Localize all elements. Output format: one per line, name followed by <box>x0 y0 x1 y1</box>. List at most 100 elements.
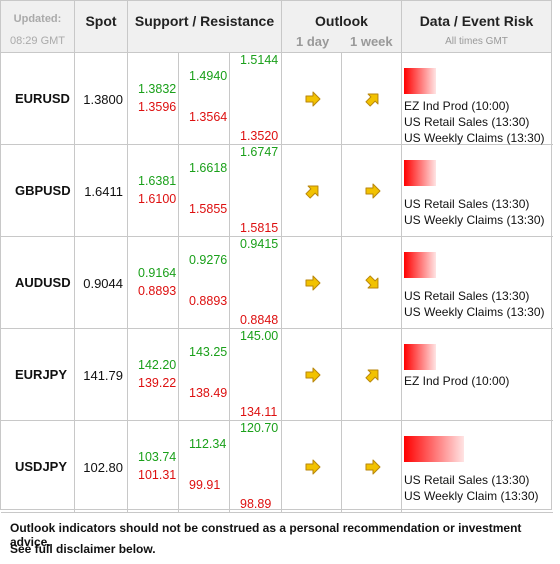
spot-cell: 1.3800 <box>75 53 128 144</box>
event-item: US Retail Sales (13:30) <box>404 473 530 487</box>
resistance-level: 0.9276 <box>189 253 228 267</box>
levels-column-3: 1.5144 1.3520 <box>230 53 282 144</box>
table-row: USDJPY 102.80 103.74 101.31 112.34 99.91 120.7… <box>1 421 553 513</box>
outlook-1week-cell <box>342 237 402 328</box>
resistance-level: 120.70 <box>240 421 279 435</box>
header-event-risk: Data / Event Risk All times GMT <box>402 1 551 53</box>
event-risk-cell: US Retail Sales (13:30) US Weekly Claim (… <box>402 421 551 512</box>
spot-value: 1.3800 <box>83 92 123 107</box>
resistance-level: 1.6747 <box>240 145 279 159</box>
resistance-level: 112.34 <box>189 437 227 451</box>
outlook-1week-up-right-arrow-icon <box>363 89 383 109</box>
levels-column-2: 143.25 138.49 <box>179 329 230 420</box>
pair-cell: EURUSD <box>1 53 75 144</box>
spot-cell: 0.9044 <box>75 237 128 328</box>
outlook-1day-label: 1 day <box>296 34 330 49</box>
support-level: 0.8848 <box>240 313 279 327</box>
levels-column-2: 1.6618 1.5855 <box>179 145 230 236</box>
pair-name: USDJPY <box>15 459 68 474</box>
risk-level-bar <box>404 68 436 94</box>
resistance-level: 1.3832 <box>138 82 177 96</box>
table-row: EURUSD 1.3800 1.3832 1.3596 1.4940 1.3564 1.51… <box>1 53 553 145</box>
pair-name: AUDUSD <box>15 275 71 290</box>
outlook-1week-label: 1 week <box>350 34 393 49</box>
support-level: 134.11 <box>240 405 278 419</box>
pair-cell: USDJPY <box>1 421 75 512</box>
spot-cell: 1.6411 <box>75 145 128 236</box>
event-item: EZ Ind Prod (10:00) <box>404 99 510 113</box>
spot-value: 141.79 <box>83 368 123 383</box>
support-level: 1.3596 <box>138 100 177 114</box>
outlook-heading: Outlook <box>315 13 368 29</box>
levels-column-1: 142.20 139.22 <box>128 329 179 420</box>
event-item: US Weekly Claim (13:30) <box>404 489 539 503</box>
levels-column-1: 1.3832 1.3596 <box>128 53 179 144</box>
spot-value: 102.80 <box>83 460 123 475</box>
levels-column-1: 103.74 101.31 <box>128 421 179 512</box>
risk-level-bar <box>404 252 436 278</box>
resistance-level: 145.00 <box>240 329 279 343</box>
header-updated: Updated: 08:29 GMT <box>1 1 75 53</box>
levels-column-3: 145.00 134.11 <box>230 329 282 420</box>
header-outlook: Outlook 1 day 1 week <box>282 1 402 53</box>
risk-level-bar <box>404 436 464 462</box>
updated-time: 08:29 GMT <box>9 35 66 47</box>
support-level: 1.3564 <box>189 110 228 124</box>
event-risk-cell: EZ Ind Prod (10:00) US Retail Sales (13:3… <box>402 53 551 145</box>
event-item: US Retail Sales (13:30) <box>404 197 530 211</box>
support-level: 0.8893 <box>189 294 228 308</box>
pair-cell: EURJPY <box>1 329 75 420</box>
resistance-level: 1.4940 <box>189 69 228 83</box>
levels-column-1: 1.6381 1.6100 <box>128 145 179 236</box>
outlook-1day-cell <box>282 237 342 328</box>
header-spot: Spot <box>75 1 128 53</box>
resistance-level: 143.25 <box>189 345 228 359</box>
outlook-1week-cell <box>342 329 402 420</box>
support-level: 138.49 <box>189 386 228 400</box>
levels-column-3: 0.9415 0.8848 <box>230 237 282 328</box>
levels-column-1: 0.9164 0.8893 <box>128 237 179 328</box>
support-level: 1.5855 <box>189 202 228 216</box>
resistance-level: 1.6381 <box>138 174 177 188</box>
levels-column-2: 0.9276 0.8893 <box>179 237 230 328</box>
outlook-1day-cell <box>282 329 342 420</box>
spot-value: 1.6411 <box>84 184 123 199</box>
pair-cell: AUDUSD <box>1 237 75 328</box>
risk-level-bar <box>404 344 436 370</box>
support-resistance-heading: Support / Resistance <box>134 13 275 29</box>
pair-name: GBPUSD <box>15 183 71 198</box>
outlook-1day-right-arrow-icon <box>303 365 323 385</box>
support-level: 98.89 <box>240 497 272 511</box>
outlook-1day-cell <box>282 53 342 144</box>
resistance-level: 0.9164 <box>138 266 177 280</box>
levels-column-3: 1.6747 1.5815 <box>230 145 282 236</box>
updated-label: Updated: <box>13 13 62 25</box>
support-level: 1.5815 <box>240 221 279 235</box>
pair-name: EURJPY <box>15 367 68 382</box>
support-level: 0.8893 <box>138 284 177 298</box>
event-item: US Weekly Claims (13:30) <box>404 131 545 145</box>
support-level: 1.6100 <box>138 192 177 206</box>
resistance-level: 1.5144 <box>240 53 279 67</box>
outlook-1week-cell <box>342 421 402 512</box>
support-level: 99.91 <box>189 478 221 492</box>
event-risk-cell: US Retail Sales (13:30) US Weekly Claims … <box>402 237 551 328</box>
resistance-level: 1.6618 <box>189 161 228 175</box>
support-level: 101.31 <box>138 468 177 482</box>
header-support-resistance: Support / Resistance <box>128 1 282 53</box>
outlook-1week-right-arrow-icon <box>363 181 383 201</box>
levels-column-2: 1.4940 1.3564 <box>179 53 230 144</box>
resistance-level: 103.74 <box>138 450 177 464</box>
resistance-level: 0.9415 <box>240 237 279 251</box>
spot-cell: 102.80 <box>75 421 128 512</box>
event-risk-cell: EZ Ind Prod (10:00) <box>402 329 551 420</box>
event-item: US Retail Sales (13:30) <box>404 115 530 129</box>
spot-value: 0.9044 <box>83 276 123 291</box>
levels-column-2: 112.34 99.91 <box>179 421 230 512</box>
outlook-1day-up-right-arrow-icon <box>303 181 323 201</box>
spot-cell: 141.79 <box>75 329 128 420</box>
event-item: US Weekly Claims (13:30) <box>404 305 545 319</box>
outlook-1week-up-right-arrow-icon <box>363 365 383 385</box>
outlook-1day-cell <box>282 421 342 512</box>
disclaimer-line-2: See full disclaimer below. <box>10 542 156 556</box>
